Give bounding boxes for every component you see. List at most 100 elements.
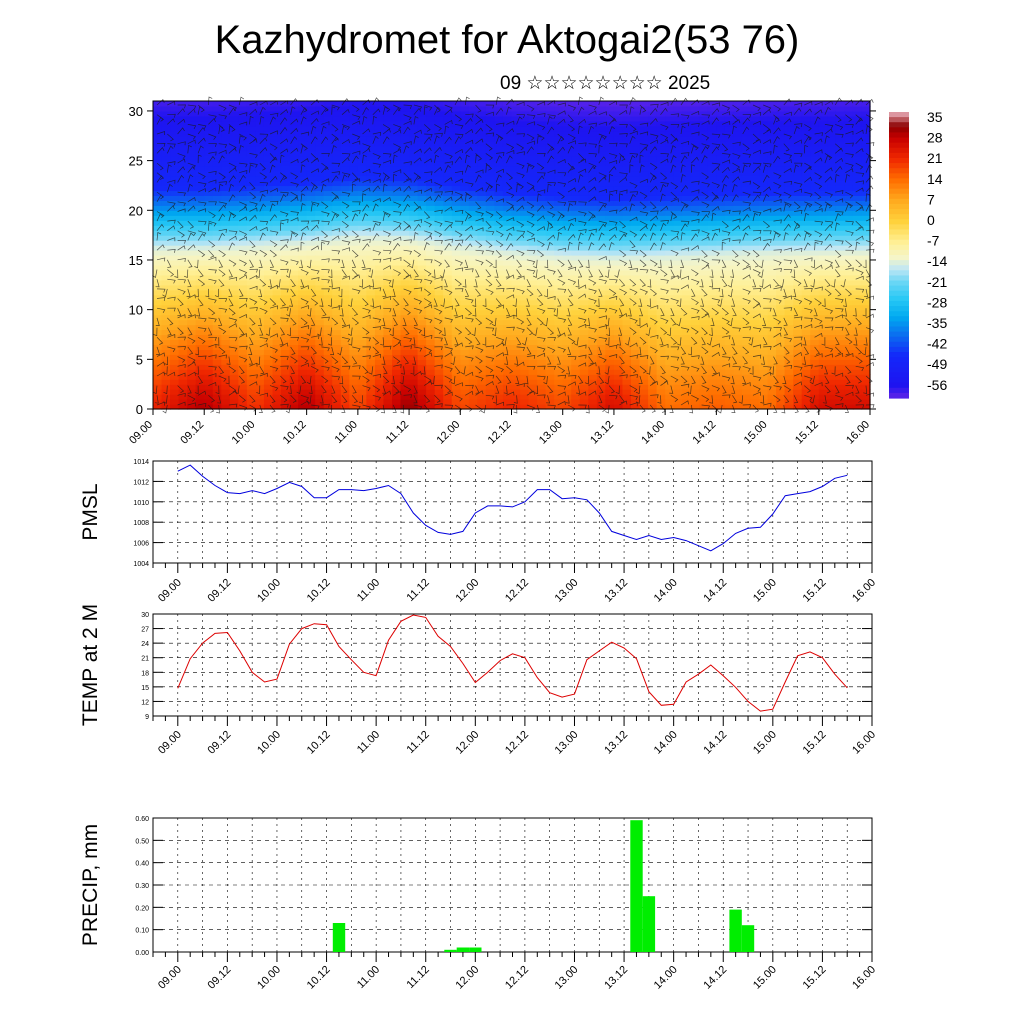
heatmap-cell [699, 309, 709, 316]
heatmap-cell [332, 324, 342, 331]
heatmap-cell [784, 220, 794, 226]
heatmap-cell [605, 329, 615, 336]
heatmap-cell [613, 105, 624, 112]
heatmap-cell [511, 384, 521, 390]
heatmap-cell [443, 399, 453, 405]
heatmap-cell [298, 284, 308, 291]
heatmap-cell [195, 334, 205, 341]
heatmap-cell [784, 309, 794, 316]
heatmap-cell [622, 195, 632, 201]
heatmap-cell [272, 379, 282, 385]
heatmap-cell [494, 404, 504, 410]
heatmap-cell [161, 190, 171, 196]
heatmap-cell [366, 384, 376, 390]
heatmap-cell [665, 279, 675, 286]
heatmap-cell [383, 349, 393, 355]
heatmap-cell [588, 279, 598, 286]
heatmap-cell [392, 354, 402, 360]
heatmap-cell [759, 205, 769, 211]
heatmap-cell [485, 115, 496, 122]
heatmap-cell [468, 255, 478, 261]
heatmap-cell [622, 384, 632, 390]
heatmap-cell [827, 394, 837, 400]
heatmap-cell [494, 190, 504, 196]
heatmap-cell [272, 304, 282, 311]
heatmap-cell [204, 170, 214, 177]
heatmap-cell [289, 220, 299, 226]
heatmap-cell [340, 240, 350, 246]
heatmap-cell [665, 250, 675, 256]
heatmap-cell [298, 314, 308, 321]
heatmap-cell [776, 125, 786, 132]
heatmap-cell [622, 250, 632, 256]
heatmap-cell [613, 130, 624, 137]
heatmap-cell [776, 165, 786, 172]
heatmap-cell [485, 309, 496, 316]
heatmap-cell [272, 294, 282, 301]
heatmap-cell [212, 225, 222, 231]
heatmap-cell [161, 374, 171, 380]
heatmap-cell [733, 225, 743, 231]
heatmap-cell [724, 180, 735, 187]
heatmap-cell [562, 125, 572, 132]
heatmap-cell [238, 230, 248, 236]
heatmap-cell [810, 185, 820, 192]
heatmap-cell [741, 101, 752, 107]
heatmap-cell [460, 120, 470, 127]
heatmap-cell [349, 165, 359, 172]
heatmap-cell [801, 130, 811, 137]
heatmap-cell [690, 304, 700, 311]
heatmap-cell [357, 110, 367, 117]
heatmap-cell [229, 220, 239, 226]
heatmap-cell [357, 349, 367, 355]
heatmap-cell [665, 404, 675, 410]
heatmap-cell [332, 369, 342, 375]
heatmap-cell [639, 319, 649, 326]
heatmap-cell [229, 304, 239, 311]
heatmap-cell [272, 200, 282, 206]
heatmap-cell [682, 115, 692, 122]
heatmap-cell [741, 299, 752, 306]
heatmap-cell [528, 399, 538, 405]
heatmap-cell [204, 185, 214, 192]
heatmap-cell [332, 374, 342, 380]
heatmap-cell [178, 230, 188, 236]
heatmap-cell [460, 269, 470, 276]
heatmap-cell [315, 135, 325, 142]
heatmap-cell [204, 279, 214, 286]
heatmap-cell [238, 314, 248, 321]
heatmap-cell [562, 384, 572, 390]
heatmap-cell [400, 374, 410, 380]
heatmap-cell [255, 344, 265, 350]
heatmap-cell [153, 269, 163, 276]
heatmap-cell [741, 344, 752, 350]
heatmap-cell [699, 389, 709, 395]
heatmap-cell [263, 289, 274, 296]
heatmap-cell [733, 279, 743, 286]
heatmap-cell [281, 185, 291, 192]
heatmap-cell [281, 354, 291, 360]
heatmap-cell [622, 279, 632, 286]
heatmap-cell [665, 374, 675, 380]
heatmap-cell [315, 240, 325, 246]
heatmap-cell [238, 140, 248, 147]
heatmap-cell [443, 349, 453, 355]
heatmap-cell [229, 269, 239, 276]
heatmap-cell [639, 369, 649, 375]
heatmap-cell [502, 384, 513, 390]
heatmap-cell [579, 140, 589, 147]
heatmap-cell [468, 125, 478, 132]
heatmap-cell [562, 309, 572, 316]
heatmap-cell [383, 190, 393, 196]
heatmap-cell [366, 155, 376, 162]
heatmap-cell [682, 255, 692, 261]
heatmap-cell [605, 349, 615, 355]
heatmap-cell [750, 314, 760, 321]
heatmap-cell [776, 135, 786, 142]
heatmap-cell [374, 349, 385, 355]
heatmap-cell [255, 205, 265, 211]
heatmap-cell [776, 180, 786, 187]
heatmap-cell [579, 160, 589, 167]
heatmap-cell [289, 379, 299, 385]
heatmap-cell [827, 364, 837, 370]
